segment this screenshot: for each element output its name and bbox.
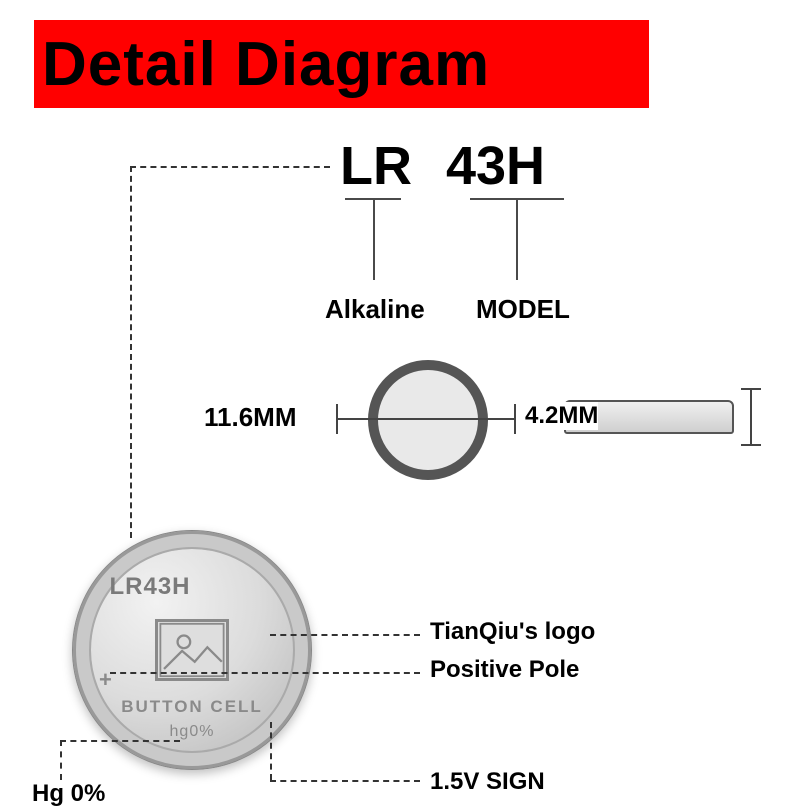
callout-line-43h (516, 200, 518, 280)
placeholder-logo-icon (158, 622, 226, 678)
dash-hg-vert (60, 740, 62, 780)
battery-button-cell-engraving: BUTTON CELL (73, 697, 311, 717)
model-code-row: LR 43H (340, 135, 545, 197)
battery-top-view (368, 360, 488, 480)
label-model: MODEL (476, 294, 570, 325)
label-logo: TianQiu's logo (430, 618, 595, 646)
dash-voltage-vert (270, 722, 272, 780)
label-voltage: 1.5V SIGN (430, 768, 545, 796)
dimension-diameter-label: 11.6MM (204, 402, 297, 433)
dash-positive (110, 672, 420, 674)
battery-photo: LR43H + BUTTON CELL hg0% (72, 530, 312, 770)
dash-vert-upper-left (130, 166, 132, 538)
label-hg: Hg 0% (32, 780, 105, 808)
callout-tee-43h (470, 198, 564, 200)
battery-hg-engraving: hg0% (73, 723, 311, 741)
dash-horiz-upper (130, 166, 330, 168)
dash-voltage-horiz (270, 780, 420, 782)
model-part-lr: LR (340, 135, 412, 197)
page-title: Detail Diagram (34, 29, 490, 100)
dash-logo (270, 634, 420, 636)
label-alkaline: Alkaline (325, 294, 425, 325)
label-positive: Positive Pole (430, 656, 579, 684)
battery-plus-engraving: + (99, 667, 112, 693)
callout-line-lr (373, 200, 375, 280)
dimension-height-label: 4.2MM (525, 402, 598, 430)
dimension-height-line (750, 388, 752, 446)
battery-model-engraving: LR43H (31, 573, 269, 601)
model-part-43h: 43H (446, 135, 545, 197)
dimension-diameter-line (336, 418, 516, 420)
dash-hg-horiz (60, 740, 180, 742)
callout-tee-lr (345, 198, 401, 200)
header-band: Detail Diagram (34, 20, 649, 108)
